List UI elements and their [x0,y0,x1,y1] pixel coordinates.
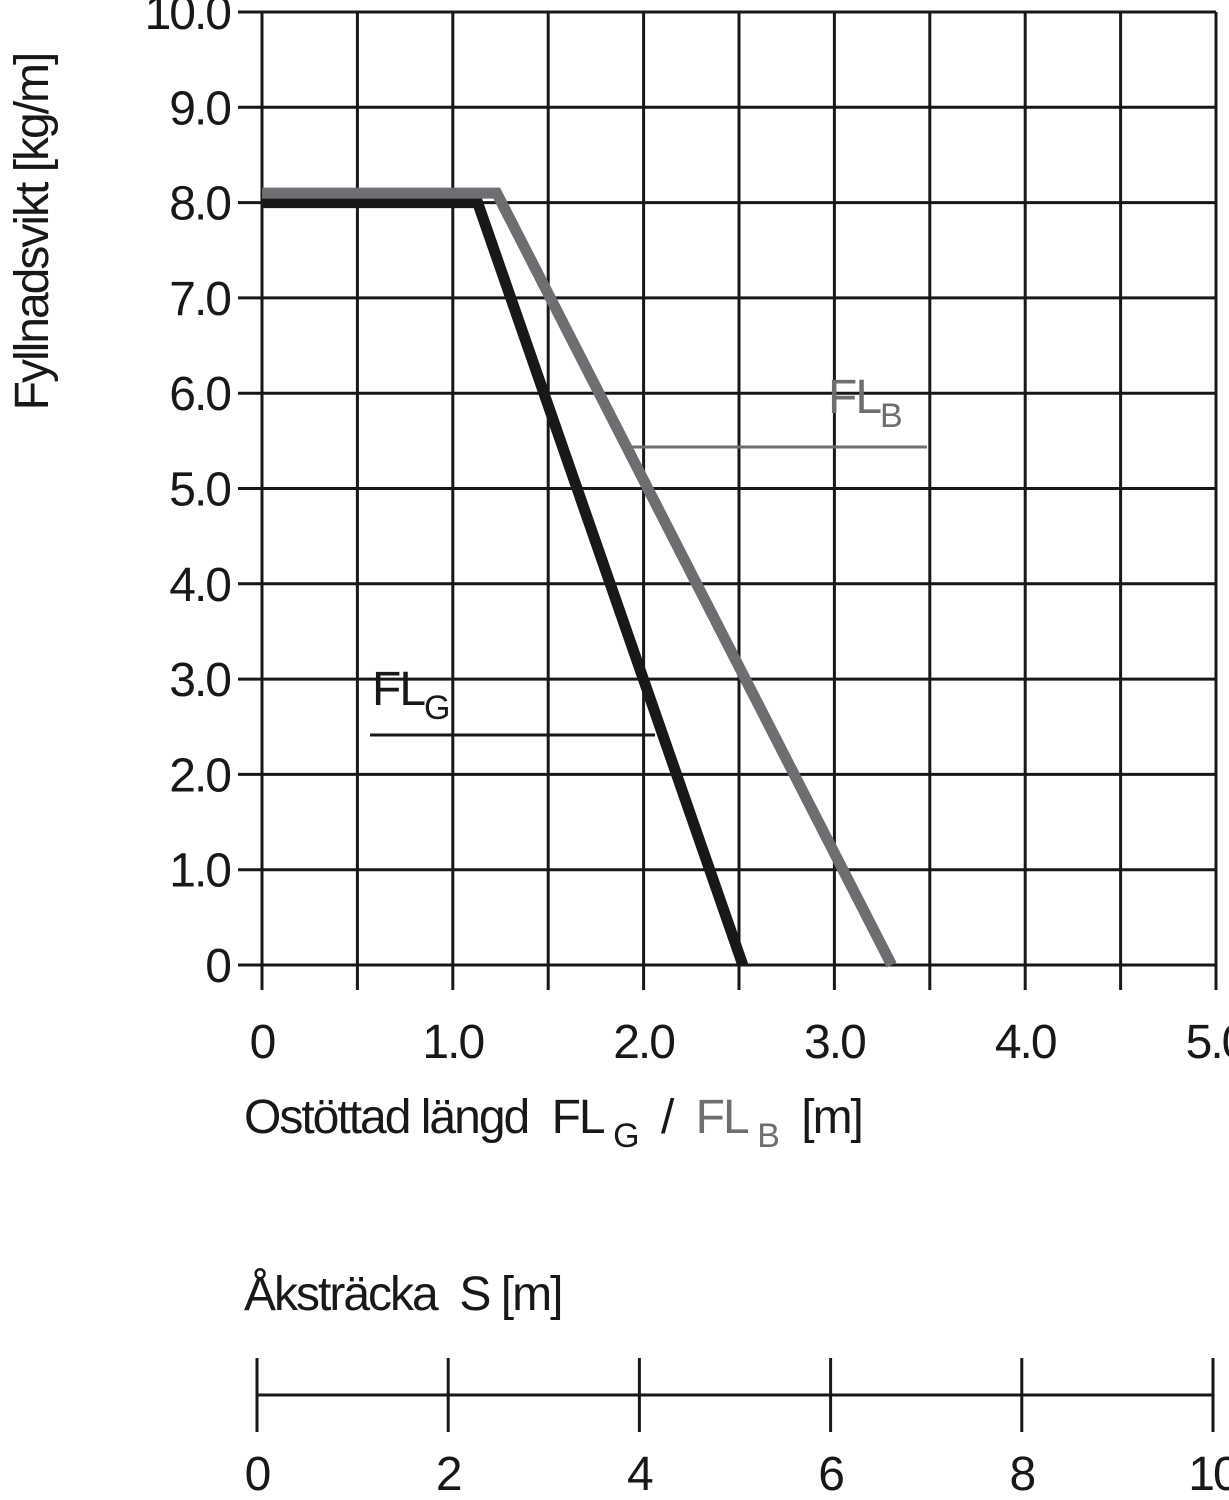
series-subscript: G [424,689,448,727]
y-tick-label: 0 [205,940,230,993]
x-label-part: B [757,1117,778,1155]
series-line [262,197,749,967]
series-label: FLB [828,371,901,435]
y-tick-label: 8.0 [169,178,230,231]
y-tick-label: 1.0 [169,845,230,898]
x2-tick-label: 10 [1188,1448,1229,1500]
x-label-part: G [613,1117,637,1155]
y-tick-label: 3.0 [169,654,230,707]
x-tick-label: 4.0 [995,1016,1056,1069]
x-label-part: Ostöttad längd [244,1091,528,1144]
y-tick-label: 6.0 [169,368,230,421]
x-tick-label: 5.0 [1186,1016,1229,1069]
x-label-part: / [661,1091,675,1144]
y-axis-label: Fyllnadsvikt [kg/m] [6,54,59,411]
x2-tick-label: 6 [818,1448,843,1500]
series-subscript: B [880,397,901,435]
x2-axis-label: Åksträcka S [m] [244,1268,561,1321]
y-tick-label: 7.0 [169,273,230,326]
y-tick-label: 4.0 [169,559,230,612]
x-tick-label: 0 [250,1016,275,1069]
x-axis-label: Ostöttad längd FL G / FL B [m] [244,1091,862,1158]
series-line [262,187,897,968]
series-name: FL [372,663,425,716]
x-tick-label: 3.0 [804,1016,865,1069]
y-tick-label: 10.0 [145,0,231,40]
x2-tick-label: 4 [627,1448,653,1500]
x-label-part: FL [552,1091,605,1144]
series-label: FLG [372,663,448,727]
series-name: FL [828,371,881,424]
y-tick-label: 5.0 [169,464,230,517]
x-tick-label: 1.0 [422,1016,483,1069]
x2-tick-label: 2 [436,1448,461,1500]
x2-tick-label: 0 [245,1448,270,1500]
y-tick-label: 2.0 [169,749,230,802]
x2-tick-label: 8 [1009,1448,1034,1500]
y-tick-label: 9.0 [169,82,230,135]
x-label-part: [m] [801,1091,862,1144]
x-tick-label: 2.0 [613,1016,674,1069]
x-label-part: FL [696,1091,749,1144]
